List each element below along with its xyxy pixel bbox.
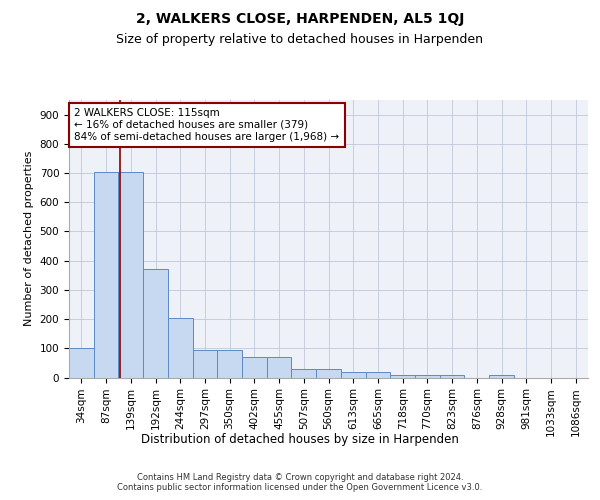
Text: Size of property relative to detached houses in Harpenden: Size of property relative to detached ho… <box>116 32 484 46</box>
Bar <box>94 172 118 378</box>
Y-axis label: Number of detached properties: Number of detached properties <box>24 151 34 326</box>
Bar <box>193 350 217 378</box>
Bar <box>143 270 168 378</box>
Bar <box>440 374 464 378</box>
Bar <box>242 357 267 378</box>
Bar <box>390 374 415 378</box>
Bar <box>341 372 365 378</box>
Bar <box>267 357 292 378</box>
Bar <box>316 368 341 378</box>
Text: Distribution of detached houses by size in Harpenden: Distribution of detached houses by size … <box>141 432 459 446</box>
Text: 2, WALKERS CLOSE, HARPENDEN, AL5 1QJ: 2, WALKERS CLOSE, HARPENDEN, AL5 1QJ <box>136 12 464 26</box>
Bar <box>365 372 390 378</box>
Text: Contains HM Land Registry data © Crown copyright and database right 2024.
Contai: Contains HM Land Registry data © Crown c… <box>118 472 482 492</box>
Bar <box>217 350 242 378</box>
Bar <box>69 348 94 378</box>
Bar <box>168 318 193 378</box>
Bar <box>292 368 316 378</box>
Text: 2 WALKERS CLOSE: 115sqm
← 16% of detached houses are smaller (379)
84% of semi-d: 2 WALKERS CLOSE: 115sqm ← 16% of detache… <box>74 108 340 142</box>
Bar <box>415 374 440 378</box>
Bar <box>489 374 514 378</box>
Bar <box>118 172 143 378</box>
